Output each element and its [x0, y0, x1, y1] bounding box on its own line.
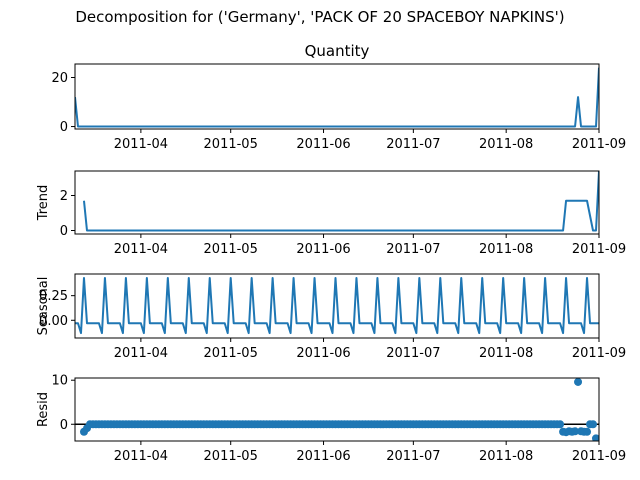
trend-line [82, 171, 599, 232]
quantity-line [75, 67, 599, 128]
y-tick-label: 2 [60, 189, 68, 204]
x-tick-label: 2011-06 [296, 137, 350, 152]
seasonal-panel: Seasonal 2011-04 2011-05 2011-06 2011-07 2011… [36, 273, 626, 361]
y-tick-label: 0.25 [39, 289, 68, 304]
x-tick-label: 2011-08 [479, 137, 533, 152]
x-tick-label: 2011-09 [572, 449, 626, 464]
resid-point [556, 420, 565, 429]
resid-point [589, 420, 598, 429]
trend-ylabel: Trend [36, 185, 51, 222]
x-tick-label: 2011-08 [479, 346, 533, 361]
trend-panel: Trend 2011-04 2011-05 2011-06 2011-07 2011-08… [36, 170, 626, 257]
trend-series [82, 171, 599, 232]
x-tick-label: 2011-07 [386, 137, 440, 152]
resid-series [75, 378, 599, 441]
x-tick-label: 2011-07 [386, 449, 440, 464]
x-tick-label: 2011-04 [114, 242, 168, 257]
resid-axes-frame [74, 377, 600, 442]
x-tick-label: 2011-09 [572, 346, 626, 361]
x-tick-label: 2011-07 [386, 242, 440, 257]
seasonal-line [75, 276, 599, 335]
quantity-axes-frame [74, 63, 600, 130]
figure-suptitle: Decomposition for ('Germany', 'PACK OF 2… [75, 8, 564, 26]
x-tick-label: 2011-05 [204, 346, 258, 361]
x-tick-label: 2011-05 [204, 449, 258, 464]
x-tick-label: 2011-07 [386, 346, 440, 361]
x-tick-label: 2011-08 [479, 449, 533, 464]
resid-point [571, 427, 580, 436]
x-tick-label: 2011-06 [296, 449, 350, 464]
seasonal-ylabel: Seasonal [36, 277, 51, 336]
resid-point [592, 434, 599, 441]
x-tick-label: 2011-04 [114, 346, 168, 361]
resid-panel: Resid 2011-04 2011-05 2011-06 2011-07 2011-08… [36, 374, 626, 464]
y-tick-label: 10 [51, 374, 68, 389]
y-tick-label: 20 [51, 71, 68, 86]
x-tick-label: 2011-05 [204, 137, 258, 152]
resid-point [583, 427, 592, 436]
x-tick-label: 2011-09 [572, 137, 626, 152]
x-tick-label: 2011-06 [296, 242, 350, 257]
x-tick-label: 2011-04 [114, 137, 168, 152]
x-tick-label: 2011-09 [572, 242, 626, 257]
seasonal-series [75, 276, 599, 335]
quantity-panel: Quantity 2011-04 2011-05 2011-06 2011-07 2011… [51, 42, 626, 152]
trend-axes-frame [74, 170, 600, 235]
y-tick-label: 0 [60, 418, 68, 433]
resid-ylabel: Resid [36, 392, 51, 427]
x-tick-label: 2011-08 [479, 242, 533, 257]
subplots: Quantity 2011-04 2011-05 2011-06 2011-07 2011… [36, 42, 626, 464]
resid-point [574, 378, 583, 386]
y-tick-label: 0 [60, 224, 68, 239]
quantity-series [75, 67, 599, 128]
seasonal-axes-frame [74, 273, 600, 339]
y-tick-label: 0.00 [39, 314, 68, 329]
x-tick-label: 2011-06 [296, 346, 350, 361]
quantity-title: Quantity [305, 42, 370, 60]
y-tick-label: 0 [60, 120, 68, 135]
x-tick-label: 2011-05 [204, 242, 258, 257]
x-tick-label: 2011-04 [114, 449, 168, 464]
